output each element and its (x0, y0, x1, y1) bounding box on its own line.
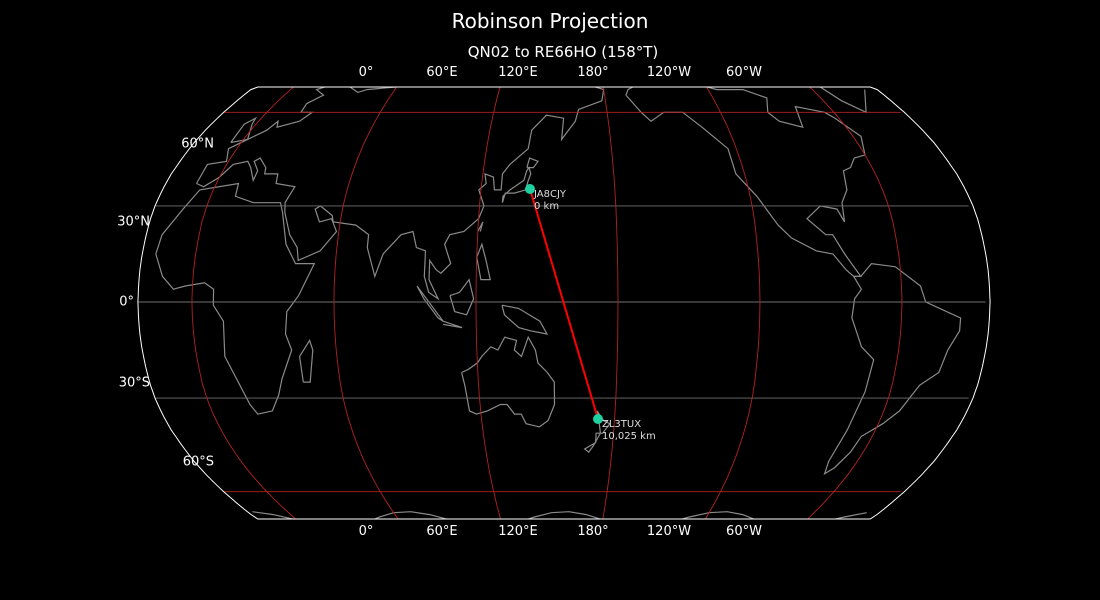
lat-tick: 0° (119, 294, 134, 310)
meridian (475, 87, 517, 519)
meridian (592, 87, 619, 519)
station-marker[interactable] (525, 184, 535, 194)
route-line (529, 188, 599, 420)
lon-tick: 120°E (498, 65, 538, 80)
map-title: Robinson Projection (451, 9, 649, 33)
coastline (625, 87, 866, 277)
coastline (823, 262, 962, 476)
coastline (476, 242, 492, 281)
map-subtitle: QN02 to RE66HO (158°T) (467, 43, 659, 61)
lat-tick: 30°S (118, 375, 150, 391)
station-call: JA8CJY (533, 189, 567, 200)
lon-tick: 180° (577, 524, 609, 539)
coastline (416, 285, 444, 322)
lat-tick: 60°N (181, 136, 214, 152)
lon-tick: 120°W (646, 524, 692, 539)
coastline (442, 320, 463, 329)
coastline (230, 116, 258, 144)
coastline (477, 221, 484, 232)
graticule (138, 87, 986, 519)
meridian (746, 87, 903, 519)
lon-tick: 120°W (646, 65, 692, 80)
coastline (252, 511, 867, 519)
lat-tick: 60°S (182, 454, 214, 470)
lon-tick: 60°W (726, 65, 762, 80)
station-distance: 10,025 km (602, 431, 656, 442)
lon-tick: 180° (577, 65, 609, 80)
coastline (155, 182, 316, 415)
coastline (298, 339, 314, 383)
coastline (526, 157, 539, 169)
lon-tick: 0° (358, 65, 374, 80)
lon-tick: 120°E (498, 524, 538, 539)
coastlines (155, 87, 962, 519)
station-marker[interactable] (593, 414, 603, 424)
meridian (333, 87, 440, 519)
lon-tick: 60°E (426, 65, 458, 80)
meridian (191, 87, 364, 519)
lon-tick: 60°W (726, 524, 762, 539)
station-distance: 0 km (534, 201, 559, 212)
coastline (501, 304, 549, 335)
lon-tick: 60°E (426, 524, 458, 539)
station-zl3tux[interactable]: ZL3TUX 10,025 km (593, 414, 656, 442)
meridian (669, 87, 761, 519)
station-ja8cjy[interactable]: JA8CJY 0 km (525, 184, 567, 212)
coastline (449, 278, 475, 316)
coastline (501, 166, 532, 203)
coastline (461, 335, 556, 428)
map-outline (137, 86, 991, 520)
station-call: ZL3TUX (602, 419, 641, 430)
coastline (269, 87, 867, 114)
coastline (195, 87, 605, 301)
coastline (583, 410, 611, 453)
lat-tick: 30°N (117, 214, 150, 230)
lon-tick: 0° (358, 524, 374, 539)
